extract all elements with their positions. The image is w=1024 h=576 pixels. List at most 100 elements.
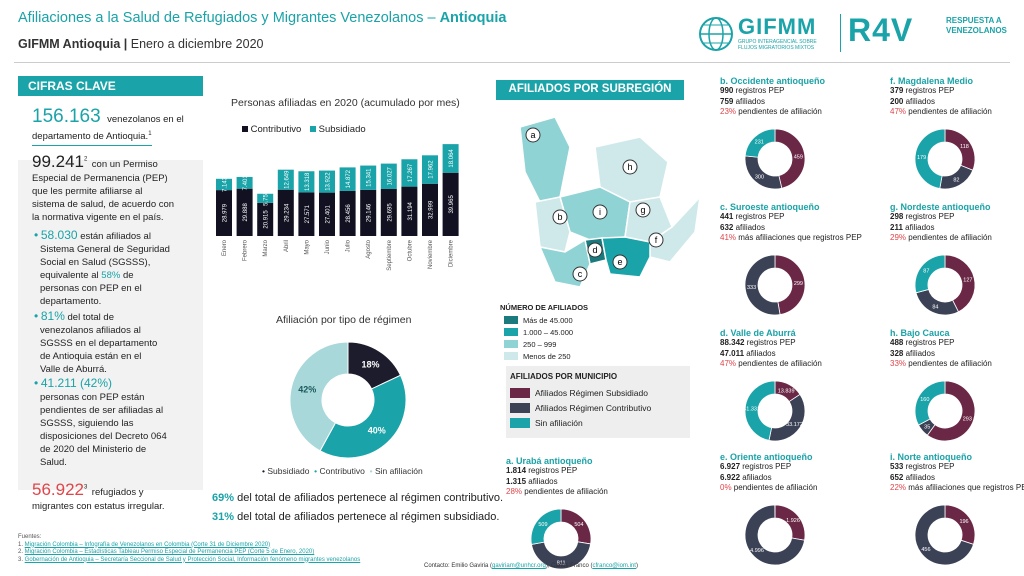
bar-subsidiado xyxy=(319,170,335,193)
stat-afiliados: • 58.030 están afiliados al Sistema Gene… xyxy=(34,228,170,308)
contact-email-2[interactable]: cfranco@iom.int xyxy=(592,563,636,569)
donut-slice xyxy=(531,541,592,570)
donut-label: 504 xyxy=(574,522,583,528)
donut-slice xyxy=(744,504,806,566)
bar-category-label: Octubre xyxy=(407,239,413,261)
bar-contributivo xyxy=(236,188,253,236)
donut-label: 82 xyxy=(953,178,959,184)
region-title: e. Oriente antioqueño xyxy=(720,452,813,462)
bar-subsidiado xyxy=(216,178,232,191)
donut-label: 179 xyxy=(917,155,926,161)
bar-category-label: Agosto xyxy=(366,239,372,258)
map-marker-h: h xyxy=(627,162,632,172)
antioquia-map: a b c d e f g h i xyxy=(519,116,702,288)
bar-contributivo xyxy=(339,190,356,236)
region-donut-h: 293 35 160 xyxy=(914,380,976,442)
contact-line: Contacto: Emilio Gaviria (gaviriam@unhcr… xyxy=(424,563,638,569)
donut-label: 333 xyxy=(747,285,756,291)
donut-label: 118 xyxy=(960,144,969,150)
bar-label-contributivo: 27.571 xyxy=(305,204,311,223)
municipio-legend: AFILIADOS POR MUNICIPIO Afiliados Régime… xyxy=(506,366,690,438)
donut-slice xyxy=(914,254,946,294)
map-markers: a b c d e f g h i xyxy=(525,127,664,282)
donut-slice xyxy=(744,380,776,441)
donut-slice xyxy=(768,393,806,442)
source-link-1[interactable]: Migración Colombia – Infografía de Venez… xyxy=(24,541,271,548)
bar-category-label: Noviembre xyxy=(428,239,434,269)
bar-label-subsidiado: 14.872 xyxy=(346,169,352,188)
regimen-slice-sin-afiliación xyxy=(289,341,349,452)
stat-venezolanos: 156.163 venezolanos en el xyxy=(32,106,184,127)
donut-legend: • Subsidiado • Contributivo • Sin afilia… xyxy=(262,466,423,476)
bar-label-contributivo: 29.695 xyxy=(387,203,393,222)
donut-label: 459 xyxy=(794,154,803,160)
logo-divider xyxy=(840,14,841,52)
donut-slice xyxy=(914,128,946,190)
region-title: b. Occidente antioqueño xyxy=(720,76,826,86)
stat-irregular-line2: migrantes con estatus irregular. xyxy=(32,501,165,512)
bar-contributivo xyxy=(360,189,377,236)
region-title: i. Norte antioqueño xyxy=(890,452,972,462)
map-region-a xyxy=(519,116,571,203)
region-donut-f: 118 82 179 xyxy=(914,128,976,190)
bar-subsidiado xyxy=(442,144,459,173)
source-link-3[interactable]: Gobernación de Antioquia – Secretaría Se… xyxy=(24,556,361,563)
bar-chart: 28.979 7.143 Enero 29.888 7.401 Febrero 20.915… xyxy=(216,144,459,271)
bar-subsidiado xyxy=(380,163,397,189)
region-card-b: b. Occidente antioqueño 990 registros PE… xyxy=(720,76,826,116)
region-donut-d: 13.839 33.172 41.331 xyxy=(743,380,806,442)
region-title: d. Valle de Aburrá xyxy=(720,328,796,338)
map-marker-a: a xyxy=(530,130,535,140)
page-subtitle: GIFMM Antioquia | Enero a diciembre 2020 xyxy=(18,37,264,51)
regimen-note-subsidiado: 31% del total de afiliados pertenece al … xyxy=(212,511,500,523)
bar-label-subsidiado: 5.755 xyxy=(264,190,270,206)
bar-label-subsidiado: 17.267 xyxy=(408,163,414,182)
contact-email-1[interactable]: gaviriam@unhcr.org xyxy=(492,563,546,569)
bar-label-subsidiado: 16.027 xyxy=(387,166,393,185)
bar-contributivo xyxy=(442,172,459,236)
bar-label-contributivo: 28.456 xyxy=(346,204,352,223)
bar-label-subsidiado: 15.341 xyxy=(367,168,373,187)
region-card-a: a. Urabá antioqueño 1.814 registros PEP … xyxy=(506,456,608,496)
donut-slice xyxy=(744,254,781,316)
region-card-g: g. Nordeste antioqueño 298 registros PEP… xyxy=(890,202,992,242)
region-donut-e: 1.926 4.996 xyxy=(744,504,806,566)
stat-venezolanos-line2: departamento de Antioquia.1 xyxy=(32,128,152,147)
source-link-2[interactable]: Migración Colombia – Estadísticas Tablea… xyxy=(24,549,315,555)
region-card-d: d. Valle de Aburrá 88.342 registros PEP … xyxy=(720,328,822,368)
bar-label-contributivo: 39.965 xyxy=(449,195,455,214)
donut-title: Afiliación por tipo de régimen xyxy=(276,314,412,326)
bar-label-contributivo: 29.888 xyxy=(243,203,249,222)
map-legend: Más de 45.000 1.000 – 45.000 250 – 999 M… xyxy=(504,314,573,362)
donut-label: 293 xyxy=(963,416,972,422)
stat-pep-desc: Especial de Permanencia (PEP) que les pe… xyxy=(32,173,175,223)
map-marker-i: i xyxy=(599,207,601,217)
regimen-slice-contributivo xyxy=(319,374,407,459)
bar-label-subsidiado: 7.143 xyxy=(223,176,229,192)
cifras-clave-header: CIFRAS CLAVE xyxy=(18,76,203,96)
bar-contributivo xyxy=(319,192,335,236)
bar-label-subsidiado: 13.922 xyxy=(326,172,332,191)
bar-category-label: Diciembre xyxy=(449,239,455,267)
donut-label: 300 xyxy=(755,175,764,181)
donut-slice xyxy=(774,128,806,189)
header-divider xyxy=(14,62,1010,63)
map-marker-g: g xyxy=(640,205,645,215)
stat-irregular: 56.9223 refugiados y xyxy=(32,480,144,499)
map-marker-d: d xyxy=(592,245,597,255)
regimen-slice-label: 42% xyxy=(298,385,316,395)
map-legend-title: NÚMERO DE AFILIADOS xyxy=(500,303,589,312)
donut-label: 35 xyxy=(924,424,930,430)
r4v-logo: R4V RESPUESTA A VENEZOLANOS xyxy=(848,12,1007,48)
subregion-map-header: AFILIADOS POR SUBREGIÓN xyxy=(496,80,684,100)
region-title: g. Nordeste antioqueño xyxy=(890,202,991,212)
donut-slice xyxy=(915,288,959,316)
bar-contributivo xyxy=(422,183,438,236)
page-title: Afiliaciones a la Salud de Refugiados y … xyxy=(18,10,507,26)
bar-label-subsidiado: 18.064 xyxy=(449,149,455,168)
donut-label: 33.172 xyxy=(786,422,803,428)
region-card-h: h. Bajo Cauca 488 registros PEP 328 afil… xyxy=(890,328,992,368)
donut-label: 1.926 xyxy=(786,518,800,524)
donut-slice xyxy=(926,380,976,442)
bar-category-label: Julio xyxy=(346,239,352,252)
